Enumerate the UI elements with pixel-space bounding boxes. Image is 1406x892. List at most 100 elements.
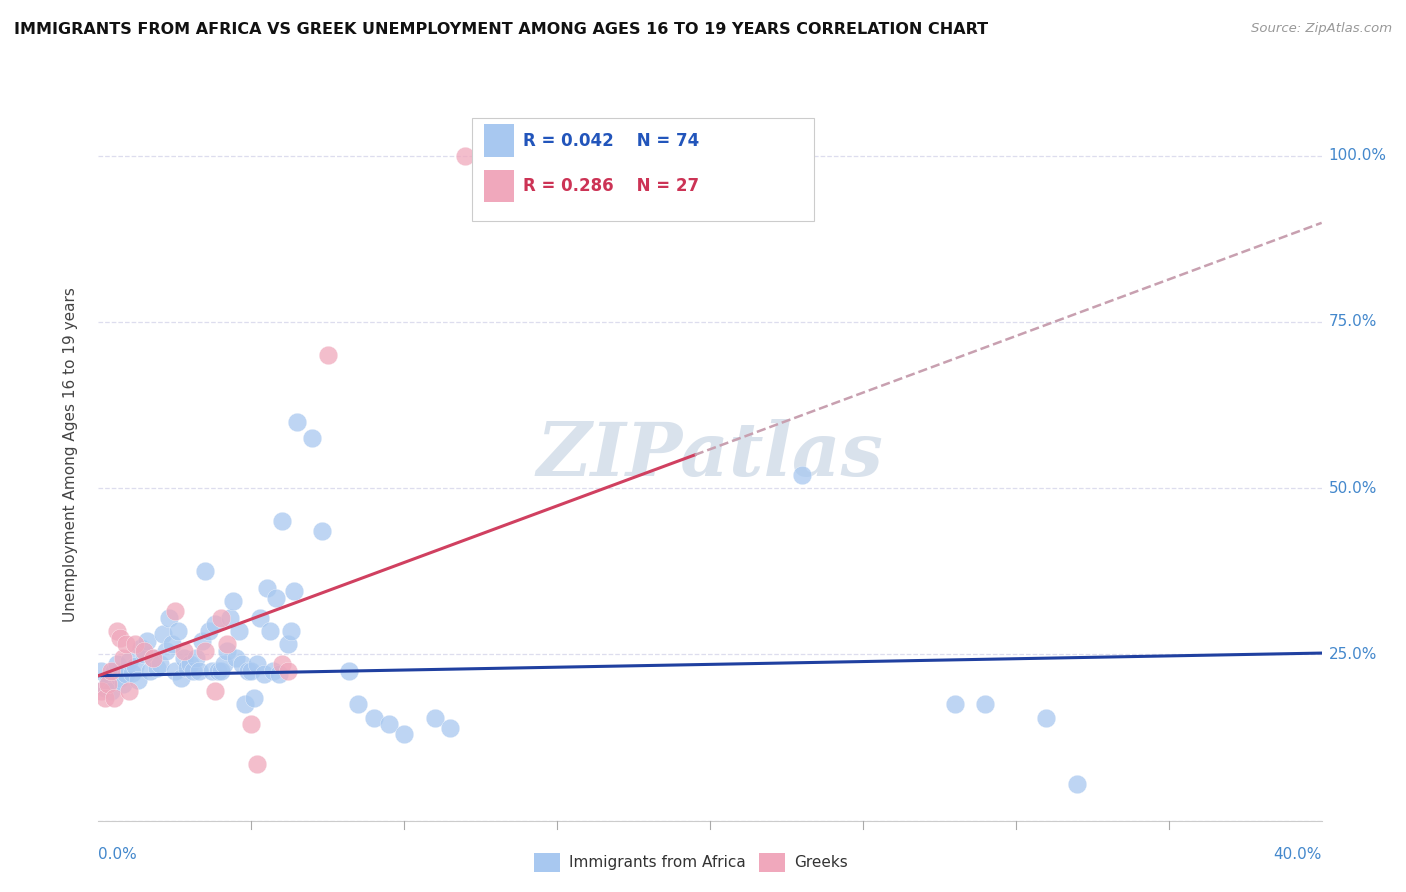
Point (149, 657, 172, 672)
Point (155, 644, 177, 658)
Point (115, 667, 138, 681)
Text: 100.0%: 100.0% (1329, 148, 1386, 163)
Point (943, 698, 966, 712)
Point (108, 631, 131, 645)
Point (111, 677, 134, 691)
Point (337, 664, 360, 678)
Point (157, 611, 180, 625)
Point (134, 648, 156, 662)
Point (285, 415, 308, 429)
Point (134, 644, 156, 658)
Point (243, 690, 266, 705)
Point (252, 667, 274, 681)
Text: Source: ZipAtlas.com: Source: ZipAtlas.com (1251, 22, 1392, 36)
Point (280, 624, 302, 639)
Point (188, 664, 211, 678)
FancyBboxPatch shape (484, 169, 515, 202)
Point (423, 710, 446, 724)
Point (225, 650, 247, 665)
Point (90, 664, 112, 678)
Point (264, 591, 287, 605)
Point (163, 604, 186, 618)
Point (277, 637, 299, 651)
Point (231, 657, 253, 672)
Point (1035, 710, 1057, 724)
Point (222, 594, 245, 608)
Point (100, 664, 122, 678)
Point (1066, 777, 1088, 791)
Point (392, 727, 416, 741)
Point (93, 690, 115, 705)
Point (378, 717, 401, 731)
Point (163, 664, 186, 678)
Point (270, 657, 292, 672)
Point (200, 664, 222, 678)
Point (207, 664, 229, 678)
FancyBboxPatch shape (484, 125, 515, 157)
Point (191, 634, 214, 648)
Text: R = 0.042    N = 74: R = 0.042 N = 74 (523, 132, 699, 150)
Text: 0.0%: 0.0% (98, 847, 138, 863)
Point (105, 657, 128, 672)
Point (607, 149, 630, 163)
Text: IMMIGRANTS FROM AFRICA VS GREEK UNEMPLOYMENT AMONG AGES 16 TO 19 YEARS CORRELATI: IMMIGRANTS FROM AFRICA VS GREEK UNEMPLOY… (14, 22, 988, 37)
Point (129, 640, 152, 655)
Point (194, 564, 217, 578)
FancyBboxPatch shape (471, 119, 814, 221)
Y-axis label: Unemployment Among Ages 16 to 19 years: Unemployment Among Ages 16 to 19 years (63, 287, 77, 623)
Point (683, 149, 706, 163)
Point (97, 673, 120, 688)
Point (173, 650, 195, 665)
Point (262, 664, 284, 678)
Point (124, 659, 146, 673)
Point (219, 611, 242, 625)
Point (152, 627, 174, 641)
Point (105, 624, 128, 639)
Point (167, 624, 190, 639)
Point (186, 650, 208, 665)
Point (238, 664, 260, 678)
Point (181, 664, 204, 678)
Point (100, 684, 122, 698)
Point (209, 664, 232, 678)
Point (108, 671, 131, 685)
Point (142, 650, 165, 665)
Point (176, 661, 198, 675)
Point (240, 664, 263, 678)
Point (142, 650, 165, 665)
Text: 25.0%: 25.0% (1329, 647, 1376, 662)
Point (270, 515, 292, 529)
Point (121, 666, 143, 681)
Point (127, 673, 149, 687)
Text: 75.0%: 75.0% (1329, 315, 1376, 329)
Point (439, 721, 461, 735)
Point (93, 681, 115, 695)
Text: 40.0%: 40.0% (1274, 847, 1322, 863)
Point (212, 657, 235, 672)
Point (267, 667, 290, 681)
Point (249, 611, 271, 625)
Text: Immigrants from Africa: Immigrants from Africa (569, 855, 747, 870)
Point (363, 710, 385, 724)
Point (347, 698, 370, 712)
Point (790, 467, 813, 482)
Point (974, 698, 997, 712)
Point (139, 664, 162, 678)
Point (215, 644, 238, 658)
Point (240, 717, 263, 731)
Point (111, 650, 134, 665)
Point (301, 431, 323, 445)
Point (115, 637, 138, 651)
Point (118, 654, 141, 668)
Point (197, 624, 219, 639)
Point (209, 611, 232, 625)
Point (145, 661, 167, 675)
Point (233, 698, 256, 712)
Point (311, 524, 333, 539)
Point (160, 637, 183, 651)
Point (97, 677, 120, 691)
Point (215, 637, 238, 651)
Point (204, 617, 226, 632)
Point (246, 657, 269, 672)
Point (136, 634, 159, 648)
